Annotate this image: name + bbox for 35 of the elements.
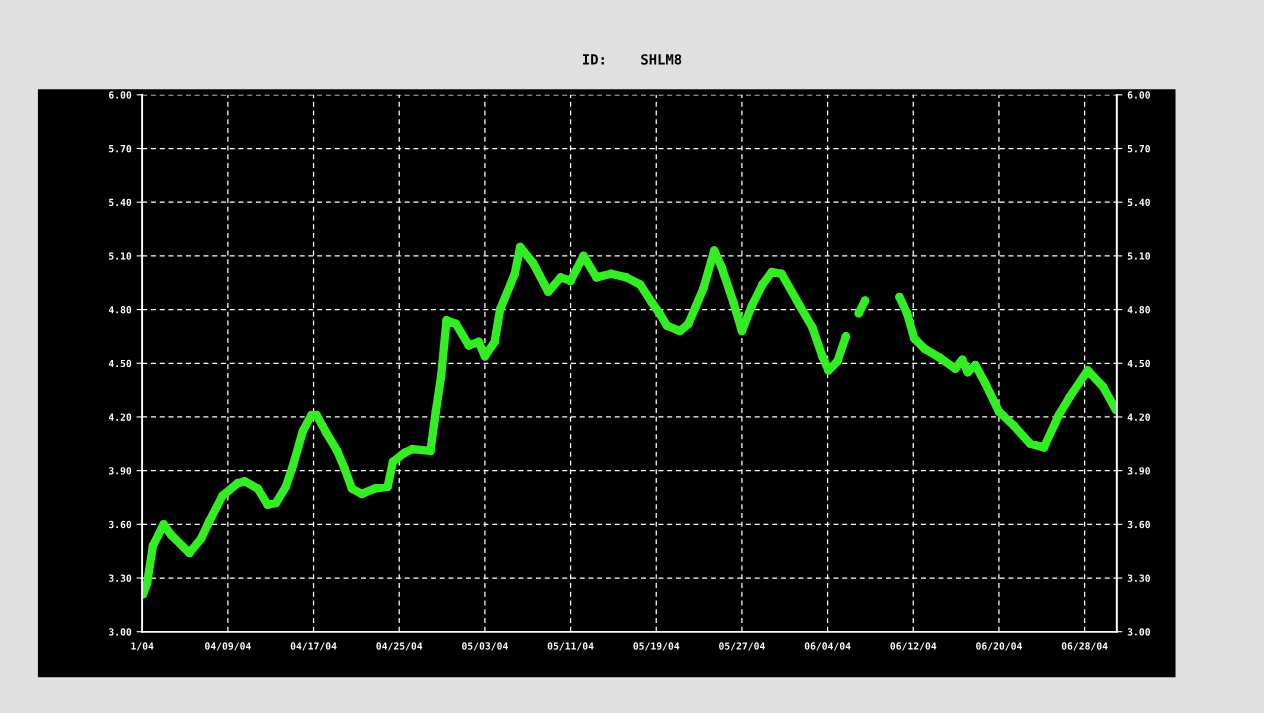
y2-tick-label: 5.70 [1127,145,1150,153]
x-tick-label: 04/09/04 [205,642,251,651]
y-tick-label: 5.40 [109,198,132,207]
y-tick-label: 5.10 [109,252,132,260]
y-tick-label: 5.70 [109,145,132,153]
x-tick-label: 05/03/04 [462,642,508,651]
chart-title: ID: SHLM8 [583,54,682,65]
y-tick-label: 3.30 [108,574,132,582]
x-tick-label: 06/28/04 [1061,642,1108,651]
x-tick-label: 05/19/04 [633,642,680,651]
y2-tick-label: 3.30 [1127,574,1150,582]
y-tick-label: 3.00 [108,628,132,636]
x-tick-label: 06/20/04 [976,642,1022,651]
y2-tick-label: 3.90 [1127,467,1150,475]
x-tick-label: 04/17/04 [290,642,337,651]
y-tick-label: 6.00 [108,91,132,99]
y2-tick-label: 4.80 [1127,306,1150,314]
y-tick-label: 3.60 [108,520,132,529]
y2-tick-label: 5.10 [1127,252,1150,260]
y-tick-label: 3.90 [108,467,132,475]
y-tick-label: 4.80 [108,306,132,314]
y2-tick-label: 6.00 [1127,91,1150,99]
y2-tick-label: 4.50 [1127,359,1150,368]
x-tick-label: 06/04/04 [804,642,851,651]
y2-tick-label: 5.40 [1127,198,1150,207]
x-tick-label: 04/25/04 [376,642,423,651]
x-tick-label: 1/04 [131,642,154,651]
x-tick-label: 05/11/04 [547,642,594,651]
y2-tick-label: 3.00 [1127,628,1150,636]
y-tick-label: 4.50 [108,359,132,368]
y-tick-label: 4.20 [108,413,132,421]
y2-tick-label: 3.60 [1127,520,1150,529]
x-tick-label: 05/27/04 [719,642,765,651]
y2-tick-label: 4.20 [1127,413,1150,421]
x-tick-label: 06/12/04 [890,642,937,651]
